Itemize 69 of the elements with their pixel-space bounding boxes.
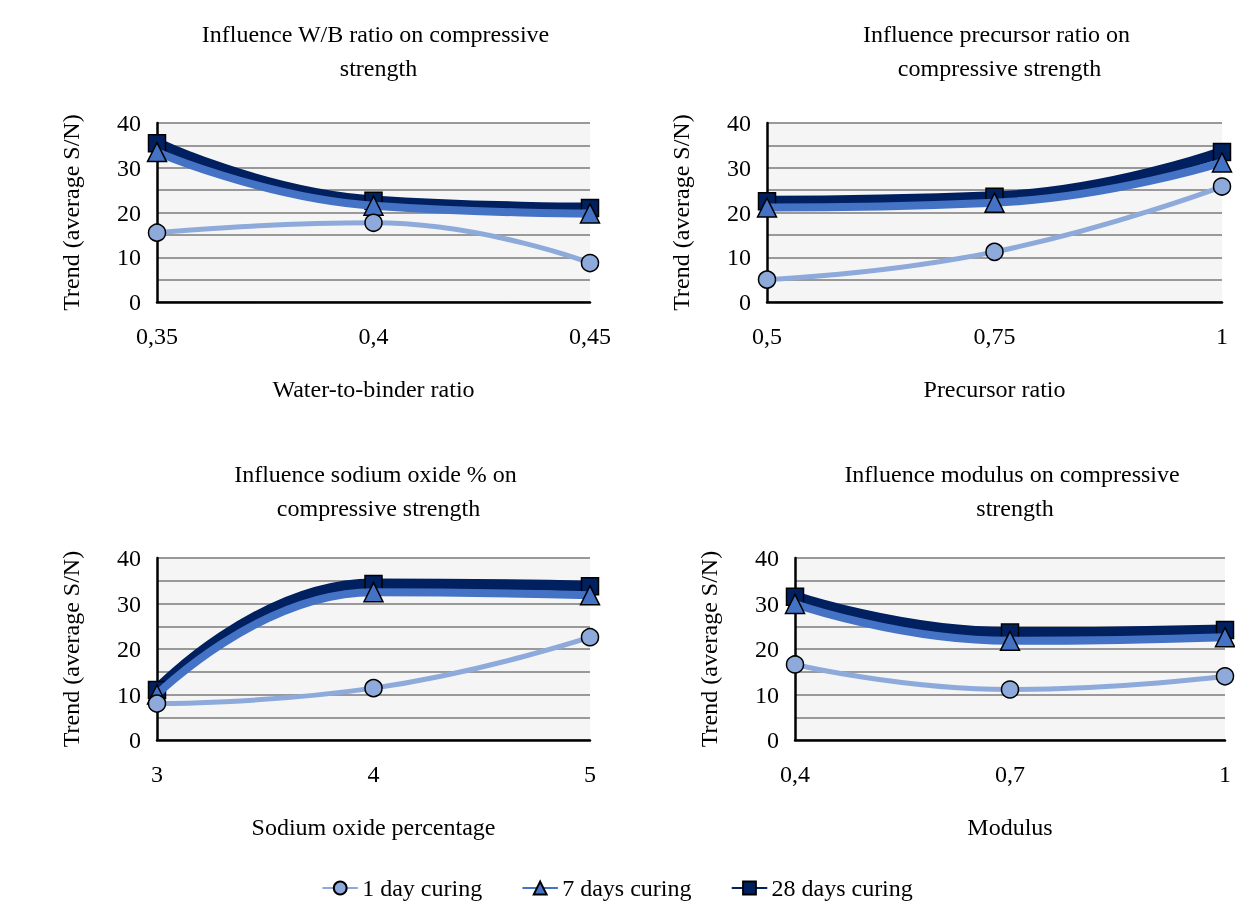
x-tick-label: 0,4	[358, 323, 389, 349]
point	[580, 253, 600, 273]
point	[1000, 680, 1020, 699]
point	[784, 593, 806, 615]
y-tick-label: 10	[727, 244, 751, 271]
y-tick-label: 10	[117, 244, 141, 271]
y-tick-label: 40	[755, 545, 779, 571]
y-tick-label: 30	[727, 154, 751, 181]
y-tick-label: 40	[727, 110, 751, 136]
point	[984, 192, 1005, 213]
y-axis-title: Trend (average S/N)	[58, 550, 84, 748]
y-axis-title: Trend (average S/N)	[668, 114, 694, 311]
point	[579, 585, 601, 606]
y-tick-label: 40	[117, 545, 141, 571]
point	[363, 581, 384, 603]
chart-title: Influence W/B ratio on compressive strength	[201, 21, 556, 81]
point	[147, 694, 167, 713]
y-tick-label: 20	[727, 199, 751, 226]
legend-label: 28 days curing	[771, 875, 913, 901]
y-tick-label: 30	[117, 154, 141, 181]
y-tick-label: 0	[767, 727, 779, 753]
point	[580, 627, 600, 647]
x-axis-title: Sodium oxide percentage	[251, 814, 496, 840]
point	[1214, 626, 1235, 648]
y-tick-label: 20	[117, 636, 141, 662]
x-tick-label: 5	[584, 761, 596, 787]
point	[1212, 177, 1232, 196]
point	[999, 630, 1021, 652]
x-tick-label: 1	[1216, 323, 1228, 349]
x-tick-label: 4	[367, 761, 380, 787]
x-tick-label: 0,7	[995, 761, 1025, 787]
y-tick-label: 30	[117, 590, 141, 617]
point	[785, 655, 805, 674]
x-axis-title: Precursor ratio	[923, 376, 1066, 402]
point	[757, 270, 777, 289]
y-tick-label: 0	[129, 289, 141, 315]
x-tick-label: 0,45	[569, 323, 611, 349]
legend-label: 1 day curing	[362, 875, 483, 901]
chart-title: Influence sodium oxide % on compressive strength	[234, 461, 523, 521]
legend-label: 7 days curing	[562, 875, 692, 901]
y-tick-label: 0	[739, 289, 751, 315]
point	[147, 223, 167, 242]
y-tick-label: 0	[129, 727, 141, 753]
point	[985, 242, 1004, 262]
x-tick-label: 0,75	[973, 323, 1016, 349]
y-tick-label: 10	[755, 681, 779, 708]
x-tick-label: 0,35	[136, 323, 178, 349]
y-axis-title: Trend (average S/N)	[696, 550, 722, 748]
point	[579, 203, 601, 224]
x-tick-label: 3	[151, 761, 163, 787]
chart-title: Influence modulus on compressive strength	[844, 461, 1186, 521]
x-tick-label: 1	[1219, 761, 1231, 787]
point	[364, 213, 383, 233]
x-tick-label: 0,5	[752, 323, 782, 349]
point	[146, 141, 168, 163]
chart-title: Influence precursor ratio on compressive strength	[862, 21, 1137, 81]
y-tick-label: 10	[117, 681, 141, 708]
x-axis-title: Water-to-binder ratio	[272, 376, 475, 402]
point	[1215, 667, 1235, 686]
y-tick-label: 30	[755, 590, 779, 617]
y-tick-label: 20	[117, 199, 141, 226]
x-tick-label: 0,4	[780, 761, 810, 787]
y-tick-label: 40	[117, 110, 141, 136]
point	[756, 197, 778, 218]
y-axis-title: Trend (average S/N)	[58, 114, 84, 311]
x-axis-title: Modulus	[967, 814, 1053, 840]
point	[364, 678, 383, 698]
y-tick-label: 20	[755, 636, 779, 662]
point	[1211, 152, 1233, 173]
